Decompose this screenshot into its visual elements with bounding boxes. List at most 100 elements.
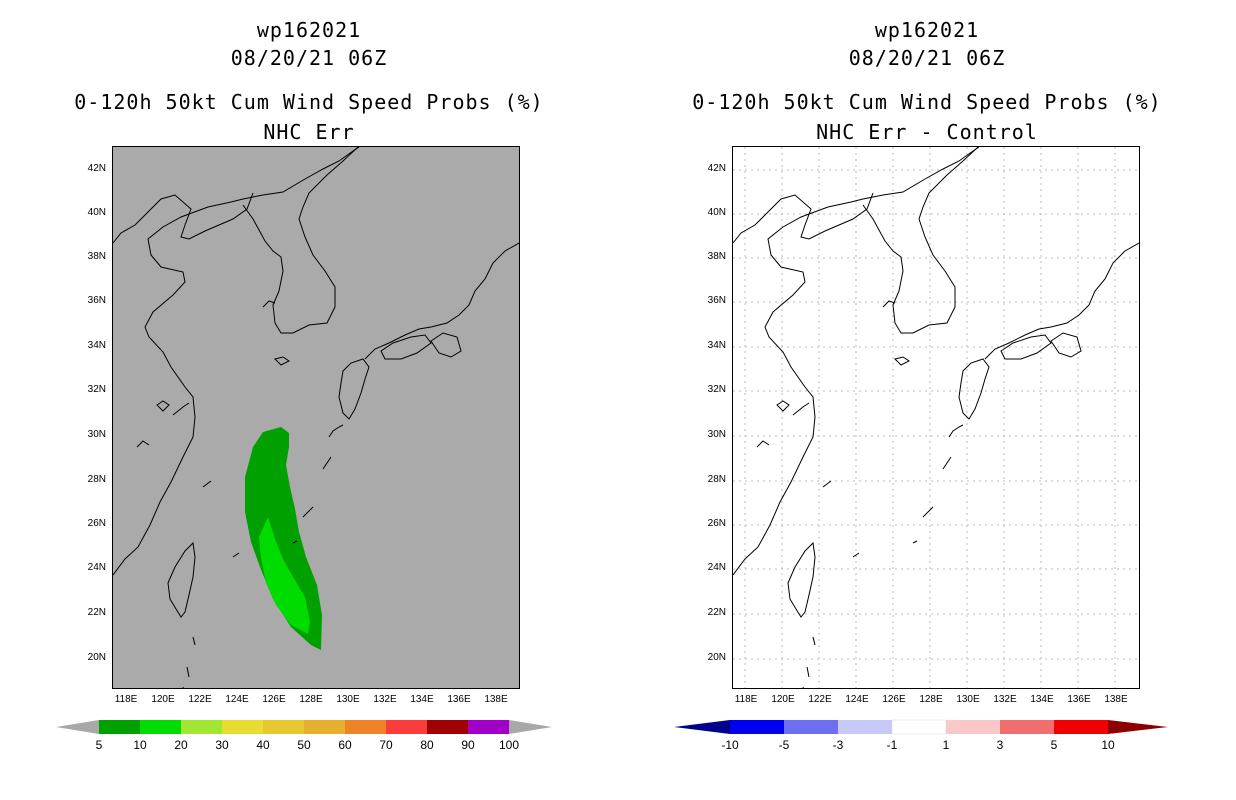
datetime-title: 08/20/21 06Z (848, 46, 1006, 70)
colorbar-label: 10 (1101, 738, 1115, 752)
colorbar-label: 90 (461, 738, 475, 752)
colorbar-label: 80 (420, 738, 434, 752)
colorbar-swatch (1054, 720, 1108, 734)
product-title: 0-120h 50kt Cum Wind Speed Probs (%) (74, 90, 544, 114)
colorbar-swatch (784, 720, 838, 734)
probability-colorbar (56, 720, 552, 734)
lat-label: 36N (87, 295, 106, 306)
colorbar-label: 5 (95, 738, 103, 752)
grid-lines (733, 147, 1139, 688)
colorbar-swatch (838, 720, 892, 734)
lon-label: 126E (882, 694, 906, 705)
coastlines (113, 147, 519, 688)
lat-label: 40N (87, 207, 106, 218)
lon-label: 124E (845, 694, 869, 705)
map-canvas (113, 147, 519, 688)
lat-label: 36N (707, 295, 726, 306)
lat-label: 40N (707, 207, 726, 218)
lon-label: 122E (188, 694, 212, 705)
lon-label: 132E (993, 694, 1017, 705)
colorbar-label: 100 (498, 738, 520, 752)
map-canvas (733, 147, 1139, 688)
storm-id-title: wp162021 (874, 18, 980, 42)
lat-label: 20N (707, 652, 726, 663)
lat-label: 34N (87, 340, 106, 351)
lat-label: 26N (707, 518, 726, 529)
lat-label: 20N (87, 652, 106, 663)
colorbar-label: -5 (778, 738, 790, 752)
lat-label: 24N (707, 562, 726, 573)
colorbar-label: 1 (942, 738, 950, 752)
colorbar-label: -3 (832, 738, 844, 752)
lat-label: 32N (707, 384, 726, 395)
colorbar-label: 20 (174, 738, 188, 752)
colorbar-swatch (263, 720, 304, 734)
colorbar-label: 5 (1050, 738, 1058, 752)
lat-label: 38N (707, 251, 726, 262)
colorbar-swatch (891, 719, 947, 735)
product-title: 0-120h 50kt Cum Wind Speed Probs (%) (692, 90, 1162, 114)
prob-10-percent-area (259, 517, 310, 634)
lon-label: 136E (447, 694, 471, 705)
probability-contours (245, 427, 322, 650)
subtitle: NHC Err - Control (816, 120, 1038, 144)
colorbar-end-right (1108, 720, 1168, 734)
lat-label: 38N (87, 251, 106, 262)
lat-label: 28N (707, 474, 726, 485)
lon-label: 136E (1067, 694, 1091, 705)
lat-label: 30N (707, 429, 726, 440)
difference-colorbar (674, 719, 1168, 735)
lon-label: 120E (151, 694, 175, 705)
colorbar-swatch (1000, 720, 1054, 734)
colorbar-end-left (674, 720, 730, 734)
colorbar-swatch (140, 720, 181, 734)
colorbar-label: -10 (721, 738, 739, 752)
colorbar-swatch (730, 720, 784, 734)
lat-label: 26N (87, 518, 106, 529)
lon-label: 130E (336, 694, 360, 705)
colorbar-end-left (56, 720, 99, 734)
lat-label: 22N (87, 607, 106, 618)
lon-label: 118E (114, 694, 138, 705)
colorbar-label: 50 (297, 738, 311, 752)
lon-label: 132E (373, 694, 397, 705)
prob-5-percent-area (245, 427, 322, 650)
colorbar-label: 10 (133, 738, 147, 752)
colorbar-swatch (222, 720, 263, 734)
datetime-title: 08/20/21 06Z (230, 46, 388, 70)
lon-label: 120E (771, 694, 795, 705)
lon-label: 118E (734, 694, 758, 705)
difference-map (732, 146, 1140, 689)
lon-label: 128E (919, 694, 943, 705)
lat-label: 32N (87, 384, 106, 395)
lat-label: 30N (87, 429, 106, 440)
colorbar-swatch (468, 720, 509, 734)
lat-label: 42N (707, 163, 726, 174)
lon-label: 128E (299, 694, 323, 705)
colorbar-swatch (304, 720, 345, 734)
lat-label: 22N (707, 607, 726, 618)
lat-label: 28N (87, 474, 106, 485)
lon-label: 134E (1030, 694, 1054, 705)
left-panel: wp162021 08/20/21 06Z 0-120h 50kt Cum Wi… (56, 18, 552, 752)
right-panel: wp162021 08/20/21 06Z 0-120h 50kt Cum Wi… (618, 0, 1236, 800)
coastlines (733, 147, 1139, 688)
colorbar-swatch (946, 720, 1000, 734)
storm-id-title: wp162021 (256, 18, 362, 42)
lat-label: 42N (87, 163, 106, 174)
colorbar-swatch (386, 720, 427, 734)
colorbar-label: -1 (886, 738, 898, 752)
lon-label: 130E (956, 694, 980, 705)
lon-label: 134E (410, 694, 434, 705)
colorbar-label: 3 (996, 738, 1004, 752)
probability-map (112, 146, 520, 689)
lat-label: 34N (707, 340, 726, 351)
lon-label: 138E (484, 694, 508, 705)
lon-label: 124E (225, 694, 249, 705)
lon-label: 126E (262, 694, 286, 705)
subtitle: NHC Err (263, 120, 355, 144)
colorbar-label: 60 (338, 738, 352, 752)
lon-label: 138E (1104, 694, 1128, 705)
colorbar-label: 40 (256, 738, 270, 752)
colorbar-swatch (99, 720, 140, 734)
